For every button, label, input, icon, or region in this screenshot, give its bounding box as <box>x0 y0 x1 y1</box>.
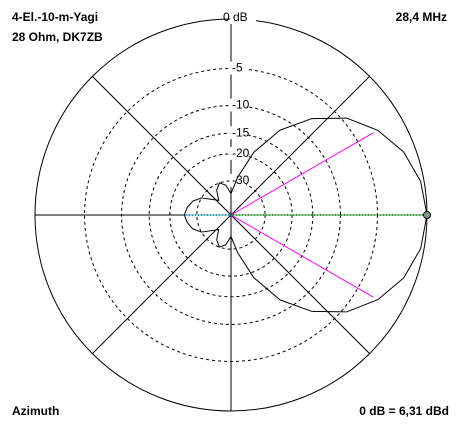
frequency: 28,4 MHz <box>396 10 447 24</box>
label-bg <box>230 98 246 112</box>
reference: 0 dB = 6,31 dBd <box>359 404 449 418</box>
axis-label: Azimuth <box>12 404 59 418</box>
pattern <box>183 117 428 313</box>
label-bg <box>230 126 246 140</box>
label-bg <box>230 173 246 187</box>
label-bg <box>230 146 246 160</box>
r-tick-label: -10 <box>232 98 250 112</box>
r-tick-label: -15 <box>232 125 250 139</box>
chart-subtitle: 28 Ohm, DK7ZB <box>12 30 103 44</box>
grid-ring <box>84 68 378 362</box>
r-tick-label: 0 dB <box>223 10 248 24</box>
max-dot <box>423 211 431 219</box>
label-bg <box>230 61 246 75</box>
r-tick-label: -20 <box>232 146 250 160</box>
r-tick-label: -30 <box>232 173 250 187</box>
label-bg <box>230 11 256 24</box>
half-power-line <box>230 132 374 216</box>
chart-title: 4-El.-10-m-Yagi <box>12 10 98 24</box>
half-power-line <box>230 214 374 298</box>
r-tick-label: -5 <box>232 61 243 75</box>
